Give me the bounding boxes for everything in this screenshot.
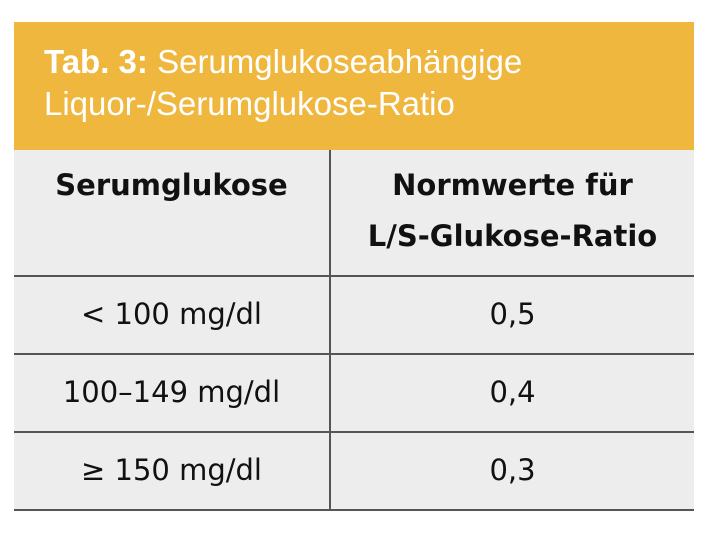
row-divider xyxy=(14,431,694,433)
table-cell: ≥ 150 mg/dl xyxy=(81,453,262,487)
table-label: Tab. 3: xyxy=(44,43,148,80)
table-body xyxy=(14,150,694,510)
row-divider xyxy=(14,509,694,511)
column-header-line: Normwerte für xyxy=(392,168,633,202)
column-header: Normwerte für L/S-Glukose-Ratio xyxy=(331,160,694,262)
table-cell: < 100 mg/dl xyxy=(81,297,262,331)
row-divider xyxy=(14,275,694,277)
title-line: Liquor-/Serumglukose-Ratio xyxy=(44,85,455,122)
table-cell: 100–149 mg/dl xyxy=(62,375,281,409)
row-divider xyxy=(14,353,694,355)
title-text: Serumglukoseabhängige xyxy=(157,43,523,80)
table-header-band: Tab. 3: Serumglukoseabhängige Liquor-/Se… xyxy=(14,22,694,150)
table-cell: 0,4 xyxy=(489,375,536,409)
column-header: Serumglukose xyxy=(55,168,288,202)
title-line: Tab. 3: Serumglukoseabhängige xyxy=(44,42,522,82)
column-header-line: L/S-Glukose-Ratio xyxy=(367,219,658,253)
column-divider xyxy=(329,150,331,510)
table-cell: 0,3 xyxy=(489,453,536,487)
table-cell: 0,5 xyxy=(489,297,536,331)
